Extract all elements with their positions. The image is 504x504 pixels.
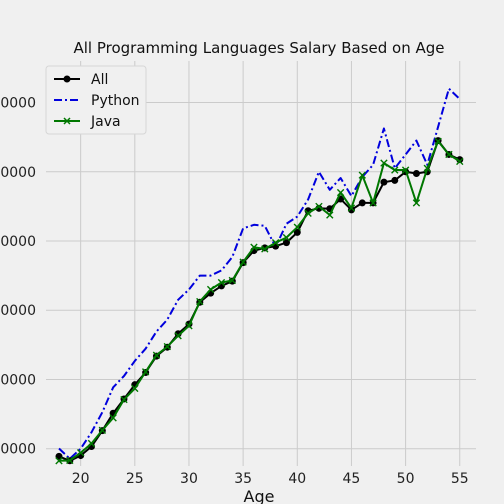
data-point-java — [217, 278, 226, 287]
data-point-all — [282, 239, 290, 247]
data-point-java — [412, 199, 421, 207]
data-point-all — [358, 199, 366, 207]
x-tick-label: 45 — [343, 471, 361, 487]
data-point-java — [185, 322, 193, 330]
data-point-java — [315, 202, 323, 211]
x-axis-label: Age — [244, 487, 275, 504]
data-point-java — [336, 188, 345, 197]
series-line-all — [58, 139, 461, 462]
series-layer — [55, 87, 464, 465]
y-tick-label: 100000 — [0, 165, 36, 181]
data-point-java — [271, 239, 280, 247]
data-point-java — [369, 199, 377, 207]
data-point-java — [98, 426, 107, 435]
data-point-java — [174, 332, 182, 340]
data-point-java — [434, 137, 442, 146]
data-point-java — [261, 245, 269, 253]
data-point-java — [326, 211, 334, 219]
data-point-java — [87, 439, 96, 448]
legend-item-python: Python — [54, 93, 140, 109]
series-line-java — [58, 140, 461, 462]
y-tick-label: 40000 — [0, 372, 36, 388]
data-point-java — [456, 157, 464, 166]
x-tick-label: 30 — [180, 471, 198, 487]
data-point-java — [206, 285, 215, 294]
chart-title: All Programming Languages Salary Based o… — [73, 39, 444, 57]
data-point-java — [152, 351, 161, 359]
data-point-java — [131, 384, 139, 393]
data-point-java — [55, 457, 63, 465]
data-point-java — [304, 209, 312, 218]
legend-label-all: All — [91, 72, 108, 88]
data-point-java — [391, 166, 399, 174]
data-point-all — [412, 170, 420, 177]
y-tick-label: 120000 — [0, 96, 36, 112]
data-point-java — [196, 297, 204, 306]
tick-labels: 20 25 30 35 40 45 50 55 20000 40000 60000 80000 1000… — [0, 96, 469, 487]
legend-box — [45, 65, 147, 135]
data-point-all — [293, 228, 301, 236]
legend-label-python: Python — [91, 93, 140, 109]
legend-item-all: All — [54, 72, 108, 88]
data-point-all — [391, 176, 399, 184]
data-point-java — [380, 159, 388, 167]
data-point-java — [109, 414, 117, 422]
y-tick-label: 60000 — [0, 303, 36, 319]
data-point-java — [228, 276, 236, 285]
data-point-java — [163, 342, 172, 351]
x-tick-label: 40 — [288, 471, 306, 487]
data-point-all — [347, 206, 355, 214]
x-tick-label: 35 — [234, 471, 252, 487]
data-point-java — [250, 243, 258, 251]
series-java — [55, 137, 464, 465]
data-point-java — [282, 233, 291, 242]
data-point-java — [239, 258, 247, 266]
series-python — [58, 87, 461, 460]
x-tick-label: 55 — [451, 471, 469, 487]
legend-label-java: Java — [90, 114, 121, 130]
data-point-java — [445, 150, 453, 159]
data-point-all — [380, 178, 388, 186]
legend-item-java: Java — [54, 114, 121, 130]
x-tick-label: 25 — [126, 471, 144, 487]
data-point-java — [76, 448, 85, 457]
data-point-java — [401, 166, 410, 174]
data-point-java — [423, 164, 431, 173]
legend-marker-java — [63, 117, 71, 125]
data-point-java — [293, 223, 301, 231]
y-tick-label: 80000 — [0, 234, 36, 250]
series-line-python — [58, 87, 461, 460]
data-point-java — [358, 171, 366, 179]
legend: All Python Java — [45, 65, 147, 135]
y-tick-label: 20000 — [0, 442, 36, 458]
data-point-all — [174, 330, 182, 338]
data-point-java — [141, 368, 150, 376]
legend-marker-all — [63, 75, 71, 83]
x-tick-label: 50 — [397, 471, 415, 487]
data-point-java — [66, 456, 74, 465]
data-point-java — [120, 395, 128, 404]
data-point-java — [347, 204, 356, 212]
x-tick-label: 20 — [72, 471, 90, 487]
